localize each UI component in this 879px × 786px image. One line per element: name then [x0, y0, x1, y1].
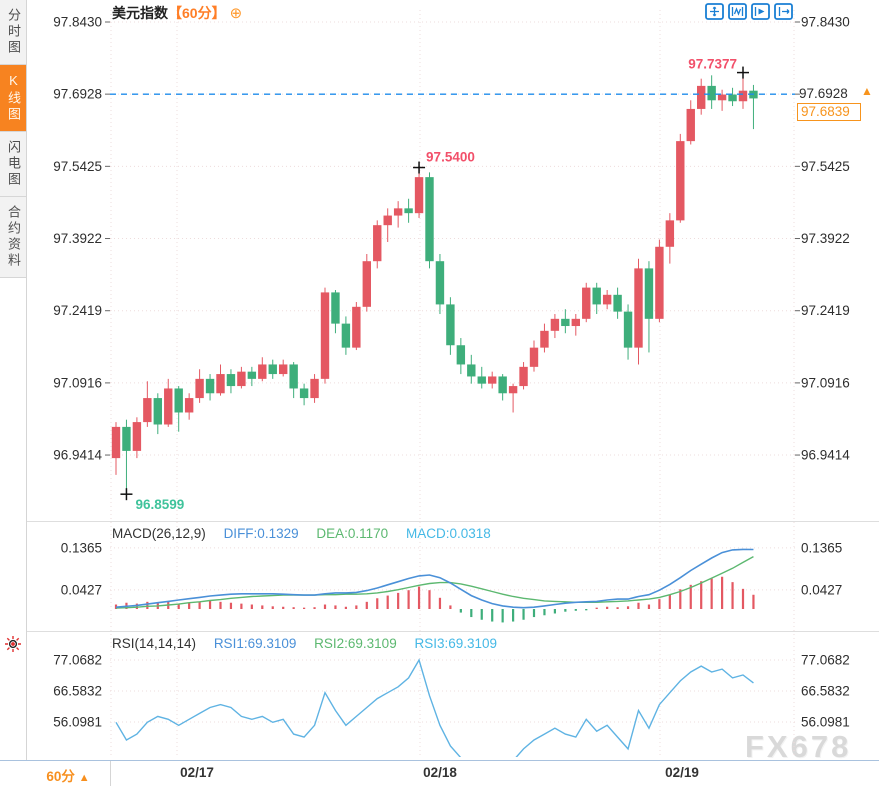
svg-text:97.0916: 97.0916 — [801, 375, 850, 390]
x-axis-date: 02/19 — [665, 765, 699, 780]
axis-divider — [110, 761, 111, 786]
chart-type-sidebar: 分时图 K线图 闪电图 合约资料 — [0, 0, 27, 785]
macd-diff-value: DIFF:0.1329 — [223, 526, 299, 541]
price-up-arrow-icon: ▲ — [861, 84, 873, 98]
indicator-settings-icon[interactable] — [4, 635, 22, 653]
axis-labels: 97.8430 97.8430 97.6928 97.5425 97.5425 97.39… — [53, 15, 850, 730]
svg-text:97.8430: 97.8430 — [53, 15, 102, 30]
svg-text:97.8430: 97.8430 — [801, 15, 850, 30]
macd-dea-value: DEA:0.1170 — [316, 526, 389, 541]
svg-text:96.9414: 96.9414 — [53, 448, 102, 463]
svg-text:66.5832: 66.5832 — [53, 684, 102, 699]
symbol-title: 美元指数 — [112, 5, 168, 21]
playback-icon[interactable] — [751, 3, 770, 20]
svg-text:77.0682: 77.0682 — [801, 653, 850, 668]
rsi3-value: RSI3:69.3109 — [414, 636, 498, 651]
svg-text:97.0916: 97.0916 — [53, 375, 102, 390]
macd-macd-value: MACD:0.0318 — [405, 526, 491, 541]
svg-text:0.1365: 0.1365 — [61, 540, 102, 555]
sidebar-item-time-chart[interactable]: 分时图 — [0, 0, 26, 65]
svg-text:0.0427: 0.0427 — [61, 582, 102, 597]
macd-legend: MACD(26,12,9) DIFF:0.1329 DEA:0.1170 MAC… — [112, 526, 505, 541]
last-close-label: 97.6928 — [799, 86, 848, 101]
svg-text:97.3922: 97.3922 — [53, 231, 102, 246]
current-price-box: 97.6839 — [797, 103, 861, 121]
svg-text:56.0981: 56.0981 — [53, 715, 102, 730]
svg-text:56.0981: 56.0981 — [801, 715, 850, 730]
svg-text:77.0682: 77.0682 — [53, 653, 102, 668]
gridlines — [26, 10, 879, 758]
add-indicator-icon[interactable]: ⊕ — [229, 5, 243, 22]
svg-text:97.5425: 97.5425 — [53, 159, 102, 174]
sidebar-item-contract-info[interactable]: 合约资料 — [0, 197, 26, 278]
svg-text:97.5425: 97.5425 — [801, 159, 850, 174]
chart-toolbar — [705, 3, 793, 20]
price-annotations: 97.5400 96.8599 97.7377 — [120, 57, 749, 512]
rsi-legend: RSI(14,14,14) RSI1:69.3109 RSI2:69.3109 … — [112, 636, 511, 651]
low-price-annotation: 96.8599 — [135, 497, 184, 512]
time-axis-bar: 60分 ▲ 02/17 02/18 02/19 — [0, 760, 879, 786]
chart-header: 美元指数【60分】 ⊕ — [112, 3, 242, 23]
x-axis-date: 02/17 — [180, 765, 214, 780]
fx678-watermark: FX678 — [745, 729, 852, 764]
period-selector[interactable]: 60分 ▲ — [46, 769, 90, 784]
rsi-name: RSI(14,14,14) — [112, 636, 197, 651]
macd-panel — [114, 548, 755, 623]
zoom-range-icon[interactable] — [728, 3, 747, 20]
rsi2-value: RSI2:69.3109 — [314, 636, 397, 651]
candlestick-series[interactable] — [111, 72, 758, 495]
svg-text:97.2419: 97.2419 — [53, 303, 102, 318]
sidebar-item-kline-chart[interactable]: K线图 — [0, 65, 26, 132]
svg-text:0.1365: 0.1365 — [801, 540, 842, 555]
svg-text:0.0427: 0.0427 — [801, 582, 842, 597]
x-axis-date: 02/18 — [423, 765, 457, 780]
svg-text:97.2419: 97.2419 — [801, 303, 850, 318]
rsi-panel — [115, 658, 754, 757]
svg-text:96.9414: 96.9414 — [801, 448, 850, 463]
svg-text:97.3922: 97.3922 — [801, 231, 850, 246]
svg-text:97.6928: 97.6928 — [53, 87, 102, 102]
high-price-annotation: 97.7377 — [688, 57, 737, 72]
svg-text:66.5832: 66.5832 — [801, 684, 850, 699]
peak-price-annotation: 97.5400 — [426, 150, 475, 165]
sidebar-item-flash-chart[interactable]: 闪电图 — [0, 132, 26, 197]
macd-name: MACD(26,12,9) — [112, 526, 206, 541]
period-tag: 【60分】 — [168, 5, 226, 21]
period-dropdown-icon: ▲ — [78, 772, 90, 784]
exit-chart-icon[interactable] — [774, 3, 793, 20]
pan-crosshair-icon[interactable] — [705, 3, 724, 20]
rsi1-value: RSI1:69.3109 — [213, 636, 297, 651]
